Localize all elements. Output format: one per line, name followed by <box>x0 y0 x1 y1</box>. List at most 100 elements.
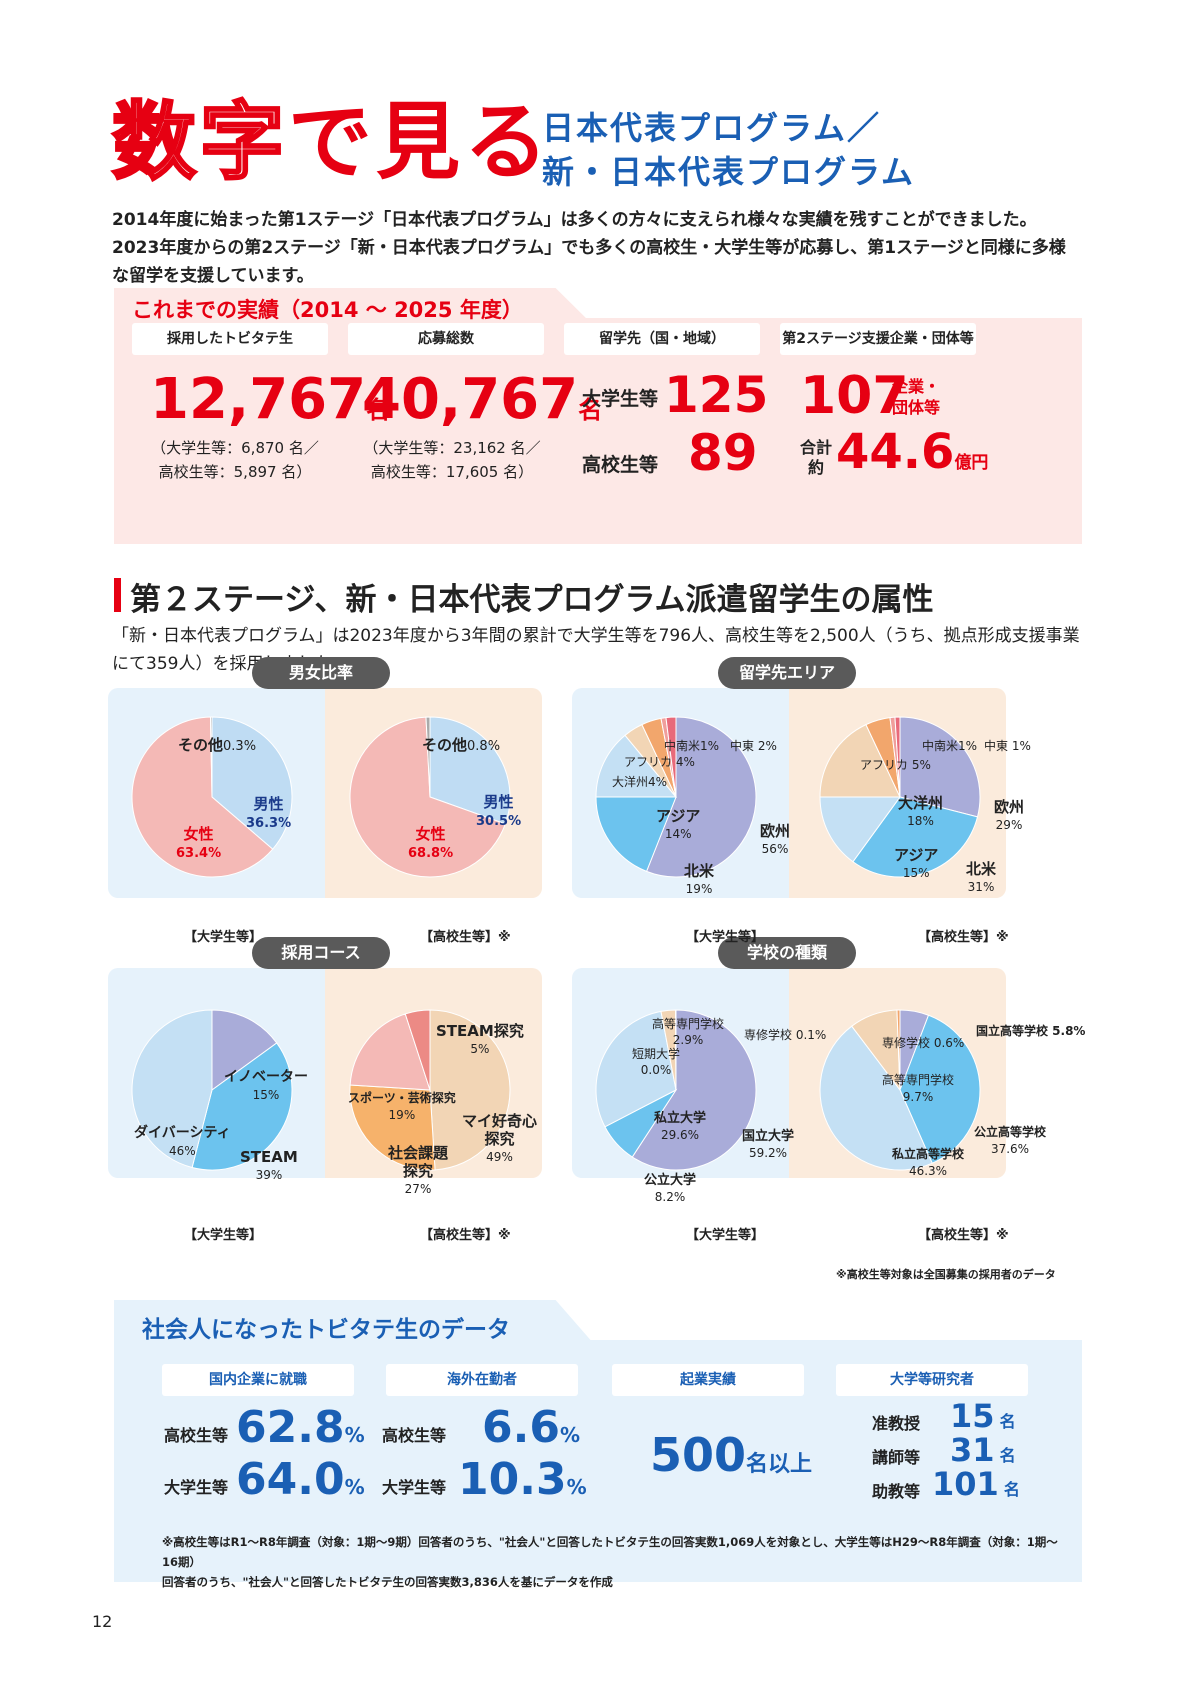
applicants-value: 40,767 <box>362 367 579 432</box>
school-panel-label: 学校の種類 <box>718 937 856 969</box>
gender-hs-other: その他0.8% <box>422 736 501 754</box>
adopted-detail-2: 高校生等：5,897 名） <box>158 463 312 481</box>
pie-slice-7-2 <box>819 1025 933 1171</box>
overseas-univ-label: 大学生等 <box>382 1478 447 1497</box>
area-hs-as: アジア 15% <box>894 846 939 880</box>
pie-slice-4-0 <box>211 1009 278 1091</box>
supporters-total: 44.6億円 <box>836 428 988 476</box>
overseas-label: 海外在勤者 <box>386 1364 578 1396</box>
career-footnote-1: ※高校生等はR1～R8年調査（対象：1期～9期）回答者のうち、"社会人"と回答し… <box>162 1535 1058 1569</box>
area-hs-me: 中東 1% <box>984 739 1031 753</box>
overseas-univ-stat: 10.3% <box>458 1454 587 1505</box>
pie-course-hs <box>349 1009 511 1171</box>
dest-hs-label: 高校生等 <box>582 454 659 476</box>
course-hs-social: 社会課題 探究 27% <box>388 1144 449 1196</box>
area-univ-caption: 【大学生等】 <box>686 930 765 945</box>
pie-slice-5-0 <box>429 1009 511 1171</box>
course-hs-steam: STEAM探究 5% <box>436 1022 524 1056</box>
pie-school-univ <box>595 1009 757 1171</box>
research-r2-stat: 31 名 <box>950 1431 1016 1469</box>
dest-hs-value: 89 <box>688 424 758 482</box>
course-hs-my: マイ好奇心 探究 49% <box>462 1112 538 1164</box>
section-bar <box>114 578 121 612</box>
pie-slice-1-0 <box>429 716 511 825</box>
pie-slice-2-1 <box>595 796 677 873</box>
adopted-unit: 名 <box>366 396 391 424</box>
pie-school-hs <box>819 1009 981 1171</box>
school-hs-private: 私立高等学校 46.3% <box>892 1147 965 1178</box>
pie-area-univ <box>595 716 757 878</box>
supporters-total-1: 合計 <box>800 438 833 457</box>
pie-slice-0-2 <box>209 716 213 798</box>
school-hs-public: 公立高等学校 37.6% <box>974 1125 1047 1156</box>
title-see: で見る <box>288 93 553 191</box>
startup-label: 起業実績 <box>612 1364 804 1396</box>
area-hs-af: アフリカ 5% <box>860 758 931 772</box>
course-univ-caption: 【大学生等】 <box>184 1228 263 1243</box>
attributes-heading: 第２ステージ、新・日本代表プログラム派遣留学生の属性 <box>130 582 934 618</box>
pie-slice-0-0 <box>211 716 293 850</box>
domestic-label: 国内企業に就職 <box>162 1364 354 1396</box>
applicants-unit: 名 <box>578 396 603 424</box>
pie-slice-0-1 <box>131 716 274 878</box>
gender-hs-female: 女性 68.8% <box>408 825 454 861</box>
supporters-unit-2: 団体等 <box>892 398 941 417</box>
career-tab <box>114 1300 594 1344</box>
school-hs-tech: 高等専門学校 9.7% <box>882 1073 955 1104</box>
pie-slice-6-5 <box>674 1009 677 1091</box>
intro-text: 2014年度に始まった第1ステージ「日本代表プログラム」は多くの方々に支えられ様… <box>112 210 1066 286</box>
supporters-total-value: 44.6 <box>836 424 955 480</box>
school-univ-tech: 高等専門学校 2.9% <box>652 1017 725 1047</box>
adopted-detail: （大学生等：6,870 名／ 高校生等：5,897 名） <box>150 436 320 484</box>
pie-course-univ <box>131 1009 293 1171</box>
school-univ-voc: 専修学校 0.1% <box>744 1028 827 1042</box>
school-univ-private: 私立大学 29.6% <box>654 1111 707 1142</box>
pie-slice-6-0 <box>631 1009 757 1171</box>
school-univ-junior: 短期大学 0.0% <box>632 1047 681 1077</box>
domestic-univ-stat: 64.0% <box>236 1454 365 1505</box>
data-note: ※高校生等対象は全国募集の採用者のデータ <box>836 1268 1056 1281</box>
career-heading: 社会人になったトビタテ生のデータ <box>142 1317 510 1343</box>
pie-slice-7-1 <box>899 1014 981 1164</box>
career-footnote-2: 回答者のうち、"社会人"と回答したトビタテ生の回答実数3,836人を基にデータを… <box>162 1575 613 1589</box>
area-hs-caption: 【高校生等】※ <box>918 930 1009 945</box>
pie-slice-1-2 <box>425 716 431 798</box>
course-hs-caption: 【高校生等】※ <box>420 1228 511 1243</box>
gender-univ-female: 女性 63.4% <box>176 825 222 861</box>
pie-slice-6-2 <box>595 1010 677 1128</box>
pie-slice-3-3 <box>819 723 901 798</box>
school-hs-caption: 【高校生等】※ <box>918 1228 1009 1243</box>
area-univ-oc: 大洋州4% <box>612 775 668 789</box>
title-subtitle-2: 新・日本代表プログラム <box>542 153 916 191</box>
area-univ-europe: 欧州 56% <box>760 822 791 856</box>
pie-slice-3-6 <box>894 716 901 798</box>
pie-slice-3-1 <box>852 796 979 878</box>
page-title: 数字で見る <box>110 99 552 186</box>
supporters-unit-1: 企業・ <box>892 377 941 396</box>
domestic-univ-label: 大学生等 <box>164 1478 229 1497</box>
area-hs-na: 北米 31% <box>966 860 997 894</box>
dest-univ-label: 大学生等 <box>582 388 659 410</box>
domestic-hs-label: 高校生等 <box>164 1426 229 1445</box>
pie-slice-2-2 <box>595 734 678 798</box>
adopted-value: 12,767 <box>150 367 367 432</box>
applicants-label: 応募総数 <box>348 323 544 355</box>
dest-univ-value: 125 <box>664 366 769 424</box>
course-panel-label: 採用コース <box>252 937 390 969</box>
pie-slice-1-1 <box>349 716 506 878</box>
adopted-label: 採用したトビタテ生 <box>132 323 328 355</box>
research-r2-label: 講師等 <box>872 1448 921 1467</box>
page-number: 12 <box>92 1612 113 1631</box>
supporters-label: 第2ステージ支援企業・団体等 <box>780 323 976 355</box>
pie-slice-3-0 <box>899 716 981 818</box>
overseas-hs-label: 高校生等 <box>382 1426 447 1445</box>
school-univ-national: 国立大学 59.2% <box>742 1129 795 1160</box>
supporters-count: 107 <box>800 366 909 426</box>
pie-slice-5-3 <box>404 1009 431 1091</box>
applicants-stat: 40,767名 <box>362 372 602 428</box>
school-univ-public: 公立大学 8.2% <box>644 1173 697 1204</box>
pie-slice-7-4 <box>896 1009 901 1091</box>
gender-univ-other: その他0.3% <box>178 736 257 754</box>
gender-univ-caption: 【大学生等】 <box>184 930 263 945</box>
pie-gender-hs <box>349 716 511 878</box>
